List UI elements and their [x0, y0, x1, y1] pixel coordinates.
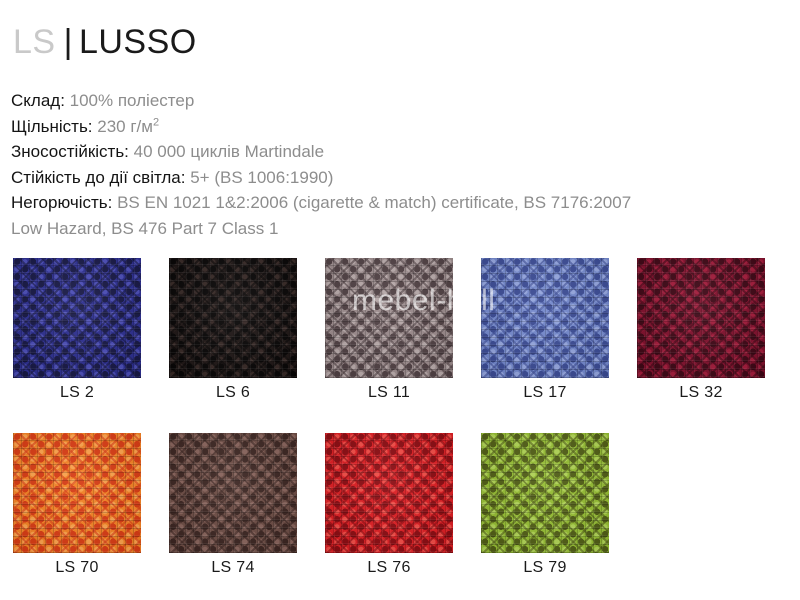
- swatch-weave-texture: [325, 433, 453, 553]
- spec-label: Зносостійкість:: [11, 142, 129, 161]
- spec-label: Стійкість до дії світла:: [11, 167, 186, 187]
- swatch-weave-texture: [169, 433, 297, 553]
- fabric-swatch[interactable]: [325, 258, 453, 378]
- swatch-weave-texture: [481, 258, 609, 378]
- swatch-cell[interactable]: LS 70: [13, 433, 141, 576]
- spec-value: BS EN 1021 1&2:2006 (cigarette & match) …: [11, 193, 632, 238]
- swatch-weave-texture: [325, 433, 453, 553]
- fabric-swatch[interactable]: [13, 258, 141, 378]
- swatch-weave-texture: [13, 258, 141, 378]
- swatch-label: LS 76: [367, 559, 411, 576]
- swatch-label: LS 79: [523, 559, 567, 576]
- fabric-swatch[interactable]: [481, 258, 609, 378]
- swatch-weave-texture: [169, 433, 297, 553]
- title-separator: |: [63, 23, 73, 61]
- swatch-weave-texture: [637, 258, 765, 378]
- swatch-weave-texture: [169, 258, 297, 378]
- swatch-cell[interactable]: LS 6: [169, 258, 297, 401]
- fabric-swatch[interactable]: [481, 433, 609, 553]
- swatch-label: LS 11: [367, 384, 411, 401]
- spec-value: 100% поліестер: [64, 91, 195, 110]
- swatch-label: LS 6: [215, 384, 251, 401]
- spec-value: 40 000 циклів Martindale: [128, 142, 325, 161]
- spec-value: 230 г/м2: [92, 115, 160, 136]
- swatch-weave-texture: [481, 433, 609, 553]
- swatch-weave-texture: [13, 258, 141, 378]
- spec-row: Склад: 100% поліестер: [11, 88, 786, 114]
- swatch-weave-texture: [13, 433, 141, 553]
- swatch-cell[interactable]: LS 32: [637, 258, 765, 401]
- swatch-weave-texture: [325, 258, 453, 378]
- swatch-weave-texture: [325, 258, 453, 378]
- swatch-weave-texture: [481, 433, 609, 553]
- spec-value: 5+ (BS 1006:1990): [185, 167, 334, 187]
- swatch-cell[interactable]: LS 79: [481, 433, 609, 576]
- swatch-label: LS 2: [59, 384, 95, 401]
- swatch-weave-texture: [13, 258, 141, 378]
- fabric-swatch[interactable]: [13, 433, 141, 553]
- swatch-weave-texture: [169, 258, 297, 378]
- swatch-weave-texture: [13, 433, 141, 553]
- swatch-label: LS 70: [55, 559, 99, 576]
- collection-code: LS: [13, 23, 56, 61]
- page-title: LS | LUSSO: [13, 22, 197, 62]
- swatch-weave-texture: [169, 433, 297, 553]
- swatch-row-1: LS 2 LS 6 LS 11 LS 17 LS 32: [0, 258, 800, 403]
- spec-value-superscript: 2: [152, 115, 160, 128]
- spec-row: Стійкість до дії світла: 5+ (BS 1006:199…: [11, 165, 786, 191]
- spec-label: Склад:: [11, 91, 65, 110]
- swatch-weave-texture: [13, 433, 141, 553]
- swatch-label: LS 17: [523, 384, 567, 401]
- swatch-cell[interactable]: LS 76: [325, 433, 453, 576]
- swatch-cell[interactable]: LS 2: [13, 258, 141, 401]
- swatch-weave-texture: [169, 258, 297, 378]
- swatch-row-2: LS 70 LS 74 LS 76 LS 79: [0, 433, 800, 578]
- swatch-cell[interactable]: LS 17: [481, 258, 609, 401]
- swatch-weave-texture: [637, 258, 765, 378]
- fabric-swatch[interactable]: [169, 258, 297, 378]
- collection-name: LUSSO: [78, 23, 197, 61]
- fabric-swatch[interactable]: [325, 433, 453, 553]
- specification-list: Склад: 100% поліестер Щільність: 230 г/м2…: [11, 88, 786, 241]
- swatch-weave-texture: [481, 433, 609, 553]
- swatch-weave-texture: [325, 433, 453, 553]
- swatch-cell[interactable]: LS 11: [325, 258, 453, 401]
- spec-label: Негорючість:: [11, 193, 113, 212]
- swatch-weave-texture: [481, 258, 609, 378]
- swatch-cell[interactable]: LS 74: [169, 433, 297, 576]
- spec-row: Зносостійкість: 40 000 циклів Martindale: [11, 139, 786, 165]
- swatch-label: LS 74: [211, 559, 255, 576]
- spec-label: Щільність:: [11, 116, 93, 136]
- swatch-label: LS 32: [679, 384, 723, 401]
- fabric-swatch[interactable]: [637, 258, 765, 378]
- swatch-weave-texture: [325, 258, 453, 378]
- swatch-weave-texture: [481, 258, 609, 378]
- swatch-weave-texture: [637, 258, 765, 378]
- spec-row: Негорючість: BS EN 1021 1&2:2006 (cigare…: [11, 190, 641, 241]
- fabric-swatch[interactable]: [169, 433, 297, 553]
- spec-row: Щільність: 230 г/м2: [11, 114, 786, 140]
